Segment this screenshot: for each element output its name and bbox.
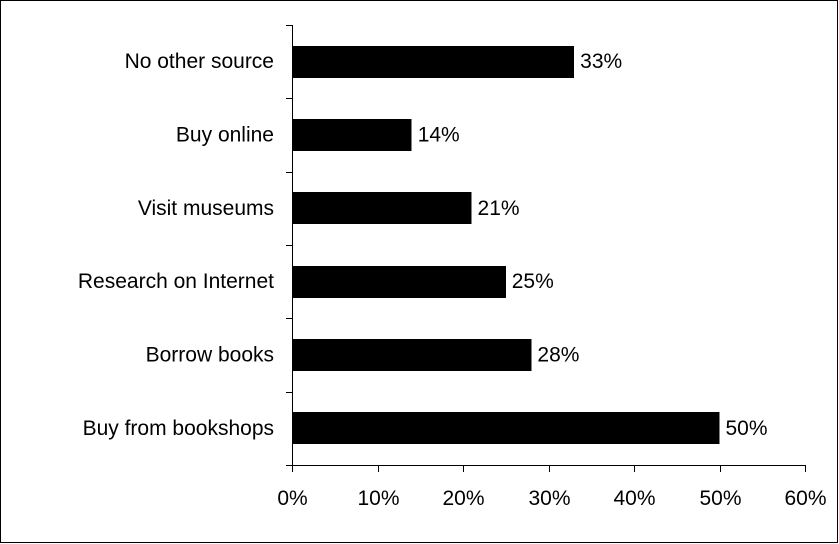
x-tick-label: 30%	[528, 487, 570, 510]
category-label-no-other-source: No other source	[125, 50, 274, 73]
x-tick-label: 10%	[357, 487, 399, 510]
bar-buy-online	[293, 119, 412, 151]
axes-group	[292, 25, 805, 466]
data-label-borrow-books: 28%	[537, 344, 579, 367]
data-label-no-other-source: 33%	[580, 50, 622, 73]
category-label-research-on-internet: Research on Internet	[78, 270, 274, 293]
data-label-research-on-internet: 25%	[512, 270, 554, 293]
category-label-visit-museums: Visit museums	[138, 197, 274, 220]
x-tick-label: 50%	[699, 487, 741, 510]
x-tick-label: 20%	[442, 487, 484, 510]
category-label-buy-from-bookshops: Buy from bookshops	[83, 417, 274, 440]
labels-group: No other source 33% Buy online 14% Visit mus…	[78, 50, 827, 510]
bar-buy-from-bookshops	[293, 412, 720, 444]
category-label-buy-online: Buy online	[176, 124, 274, 147]
bar-no-other-source	[293, 46, 575, 78]
x-tick-label: 40%	[613, 487, 655, 510]
data-label-buy-from-bookshops: 50%	[726, 417, 768, 440]
x-tick-label: 60%	[784, 487, 826, 510]
ticks-group	[286, 25, 806, 472]
data-label-visit-museums: 21%	[478, 197, 520, 220]
data-label-buy-online: 14%	[418, 124, 460, 147]
bar-borrow-books	[293, 339, 532, 371]
category-label-borrow-books: Borrow books	[146, 344, 274, 367]
x-tick-label: 0%	[277, 487, 307, 510]
bar-visit-museums	[293, 192, 472, 224]
bar-research-on-internet	[293, 266, 506, 298]
bars-group	[293, 46, 720, 444]
